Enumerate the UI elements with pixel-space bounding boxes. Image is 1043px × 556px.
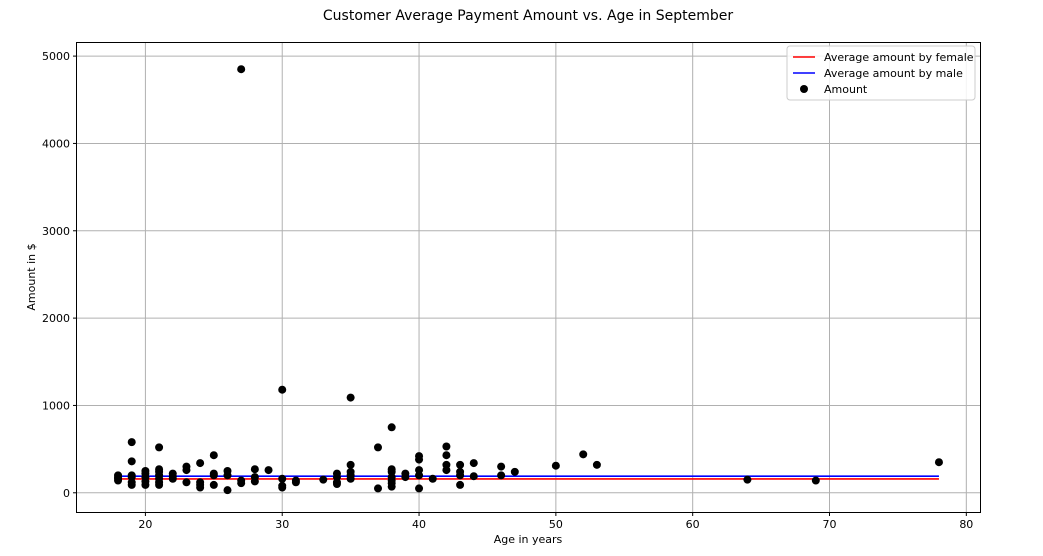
x-tick-label: 80 — [959, 518, 973, 531]
scatter-point — [196, 459, 205, 468]
x-tick-label: 20 — [138, 518, 152, 531]
x-axis-label: Age in years — [494, 533, 563, 546]
gridlines — [77, 43, 980, 512]
y-tick-label: 5000 — [42, 50, 70, 63]
scatter-point — [401, 473, 410, 482]
legend-box — [786, 45, 976, 101]
scatter-point — [551, 461, 560, 470]
y-tick-label: 3000 — [42, 225, 70, 238]
scatter-point — [182, 478, 191, 487]
scatter-point — [387, 482, 396, 491]
x-tick-label: 50 — [549, 518, 563, 531]
y-axis-ticks: 0 1000 2000 3000 4000 5000 — [42, 50, 77, 500]
scatter-point — [155, 480, 164, 489]
scatter-point — [811, 476, 820, 485]
scatter-point — [346, 460, 355, 469]
x-tick-label: 70 — [823, 518, 837, 531]
scatter-point — [141, 480, 150, 489]
scatter-point — [250, 477, 259, 486]
scatter-point — [456, 460, 465, 469]
scatter-point — [332, 480, 341, 489]
scatter-point — [442, 451, 451, 460]
scatter-point — [934, 458, 943, 467]
scatter-point — [237, 65, 246, 74]
scatter-point — [209, 480, 218, 489]
scatter-point — [127, 438, 136, 447]
scatter-point — [278, 483, 287, 492]
scatter-point — [374, 443, 382, 452]
scatter-point — [209, 471, 218, 480]
scatter-point — [374, 484, 382, 493]
scatter-point — [346, 474, 355, 483]
legend-female-label: Average amount by female — [824, 51, 974, 64]
y-tick-label: 0 — [63, 487, 70, 500]
scatter-point — [415, 471, 424, 480]
scatter-point — [469, 472, 478, 481]
scatter-point — [155, 443, 164, 452]
legend-amount-swatch — [800, 85, 808, 93]
scatter-point — [387, 423, 396, 432]
y-tick-label: 2000 — [42, 312, 70, 325]
scatter-point — [497, 471, 506, 480]
legend-amount-label: Amount — [824, 83, 868, 96]
scatter-point — [415, 484, 424, 493]
scatter-point — [291, 478, 300, 487]
scatter-point — [469, 459, 478, 468]
y-tick-label: 4000 — [42, 137, 70, 150]
scatter-points — [114, 65, 943, 495]
scatter-point — [278, 474, 287, 483]
scatter-point — [209, 451, 218, 460]
scatter-point — [182, 466, 191, 475]
x-tick-label: 40 — [412, 518, 426, 531]
scatter-point — [196, 483, 205, 492]
scatter-point — [278, 385, 287, 394]
plot-frame — [76, 42, 981, 513]
scatter-point — [579, 450, 588, 459]
scatter-point — [319, 475, 328, 484]
x-axis-ticks: 20 30 40 50 60 70 80 — [138, 512, 973, 531]
x-tick-label: 30 — [275, 518, 289, 531]
scatter-point — [442, 466, 451, 475]
x-tick-label: 60 — [686, 518, 700, 531]
y-tick-label: 1000 — [42, 399, 70, 412]
scatter-point — [592, 460, 601, 469]
scatter-point — [223, 471, 232, 480]
scatter-point — [250, 465, 259, 474]
scatter-point — [415, 455, 424, 464]
scatter-point — [456, 471, 465, 480]
scatter-point — [428, 474, 437, 483]
scatter-point — [237, 479, 246, 488]
scatter-point — [114, 471, 123, 480]
scatter-point — [456, 480, 465, 489]
legend: Average amount by female Average amount b… — [786, 45, 976, 101]
legend-male-label: Average amount by male — [824, 67, 963, 80]
scatter-point — [127, 480, 136, 489]
scatter-point — [168, 474, 177, 483]
scatter-point — [264, 466, 273, 475]
y-axis-label: Amount in $ — [25, 243, 38, 310]
scatter-point — [497, 462, 506, 471]
scatter-point — [127, 457, 136, 466]
scatter-point — [442, 442, 451, 451]
scatter-point — [346, 393, 355, 402]
scatter-point — [743, 475, 752, 484]
scatter-point — [510, 467, 519, 476]
scatter-point — [223, 486, 232, 495]
chart-title: Customer Average Payment Amount vs. Age … — [323, 8, 733, 24]
